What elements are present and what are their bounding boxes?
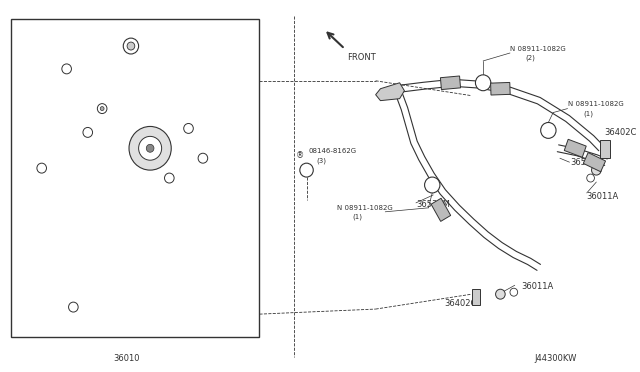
Circle shape: [37, 163, 47, 173]
Circle shape: [591, 165, 601, 175]
Circle shape: [587, 174, 595, 182]
Circle shape: [83, 128, 93, 137]
Polygon shape: [74, 185, 193, 220]
Bar: [600, 140, 610, 158]
Text: N: N: [545, 128, 551, 134]
Text: J44300KW: J44300KW: [534, 354, 577, 363]
Circle shape: [62, 64, 72, 74]
Circle shape: [184, 124, 193, 134]
Circle shape: [476, 75, 491, 91]
Circle shape: [510, 288, 518, 296]
Text: 36011: 36011: [102, 31, 129, 40]
Text: 36402C: 36402C: [445, 299, 477, 308]
Text: (2): (2): [525, 55, 535, 61]
Polygon shape: [22, 59, 170, 106]
Circle shape: [129, 126, 172, 170]
Circle shape: [300, 163, 313, 177]
Polygon shape: [22, 59, 45, 86]
Text: 36531M: 36531M: [416, 200, 450, 209]
Polygon shape: [97, 121, 189, 170]
Polygon shape: [51, 297, 97, 321]
Text: 36011A: 36011A: [522, 282, 554, 291]
Polygon shape: [583, 153, 605, 172]
Circle shape: [495, 289, 505, 299]
Bar: [472, 289, 480, 305]
Text: 08146-8162G: 08146-8162G: [308, 148, 356, 154]
Circle shape: [68, 302, 78, 312]
Text: FRONT: FRONT: [347, 53, 376, 62]
Text: N 08911-1082G: N 08911-1082G: [568, 101, 623, 107]
Text: 36010D: 36010D: [19, 106, 52, 115]
Text: 36402: 36402: [88, 304, 115, 313]
Text: 36011A: 36011A: [587, 192, 619, 201]
Circle shape: [198, 153, 208, 163]
Text: N 08911-1082G: N 08911-1082G: [510, 46, 566, 52]
Text: 36402C: 36402C: [604, 128, 636, 137]
Text: (3): (3): [316, 157, 326, 164]
Circle shape: [424, 177, 440, 193]
Text: (1): (1): [583, 110, 593, 117]
Polygon shape: [440, 76, 461, 90]
Circle shape: [147, 144, 154, 152]
Circle shape: [124, 38, 139, 54]
Circle shape: [97, 104, 107, 113]
Polygon shape: [376, 83, 404, 101]
Text: 36010E: 36010E: [13, 162, 45, 171]
Text: N 08911-1082G: N 08911-1082G: [337, 205, 393, 211]
Text: (1): (1): [353, 214, 363, 220]
Text: 36010H: 36010H: [19, 56, 52, 65]
Text: N: N: [429, 182, 435, 188]
Text: 36530M: 36530M: [570, 158, 604, 167]
Text: NOT FOR SALE: NOT FOR SALE: [160, 36, 221, 45]
Text: ®: ®: [296, 151, 304, 160]
Circle shape: [139, 137, 162, 160]
Text: 36010: 36010: [113, 354, 140, 363]
Polygon shape: [431, 198, 451, 221]
Circle shape: [100, 107, 104, 110]
Polygon shape: [564, 139, 586, 157]
Bar: [11, 19, 259, 337]
Circle shape: [541, 122, 556, 138]
Circle shape: [164, 173, 174, 183]
Circle shape: [127, 42, 135, 50]
Text: N: N: [480, 80, 486, 86]
Polygon shape: [491, 83, 510, 95]
Polygon shape: [59, 101, 222, 185]
